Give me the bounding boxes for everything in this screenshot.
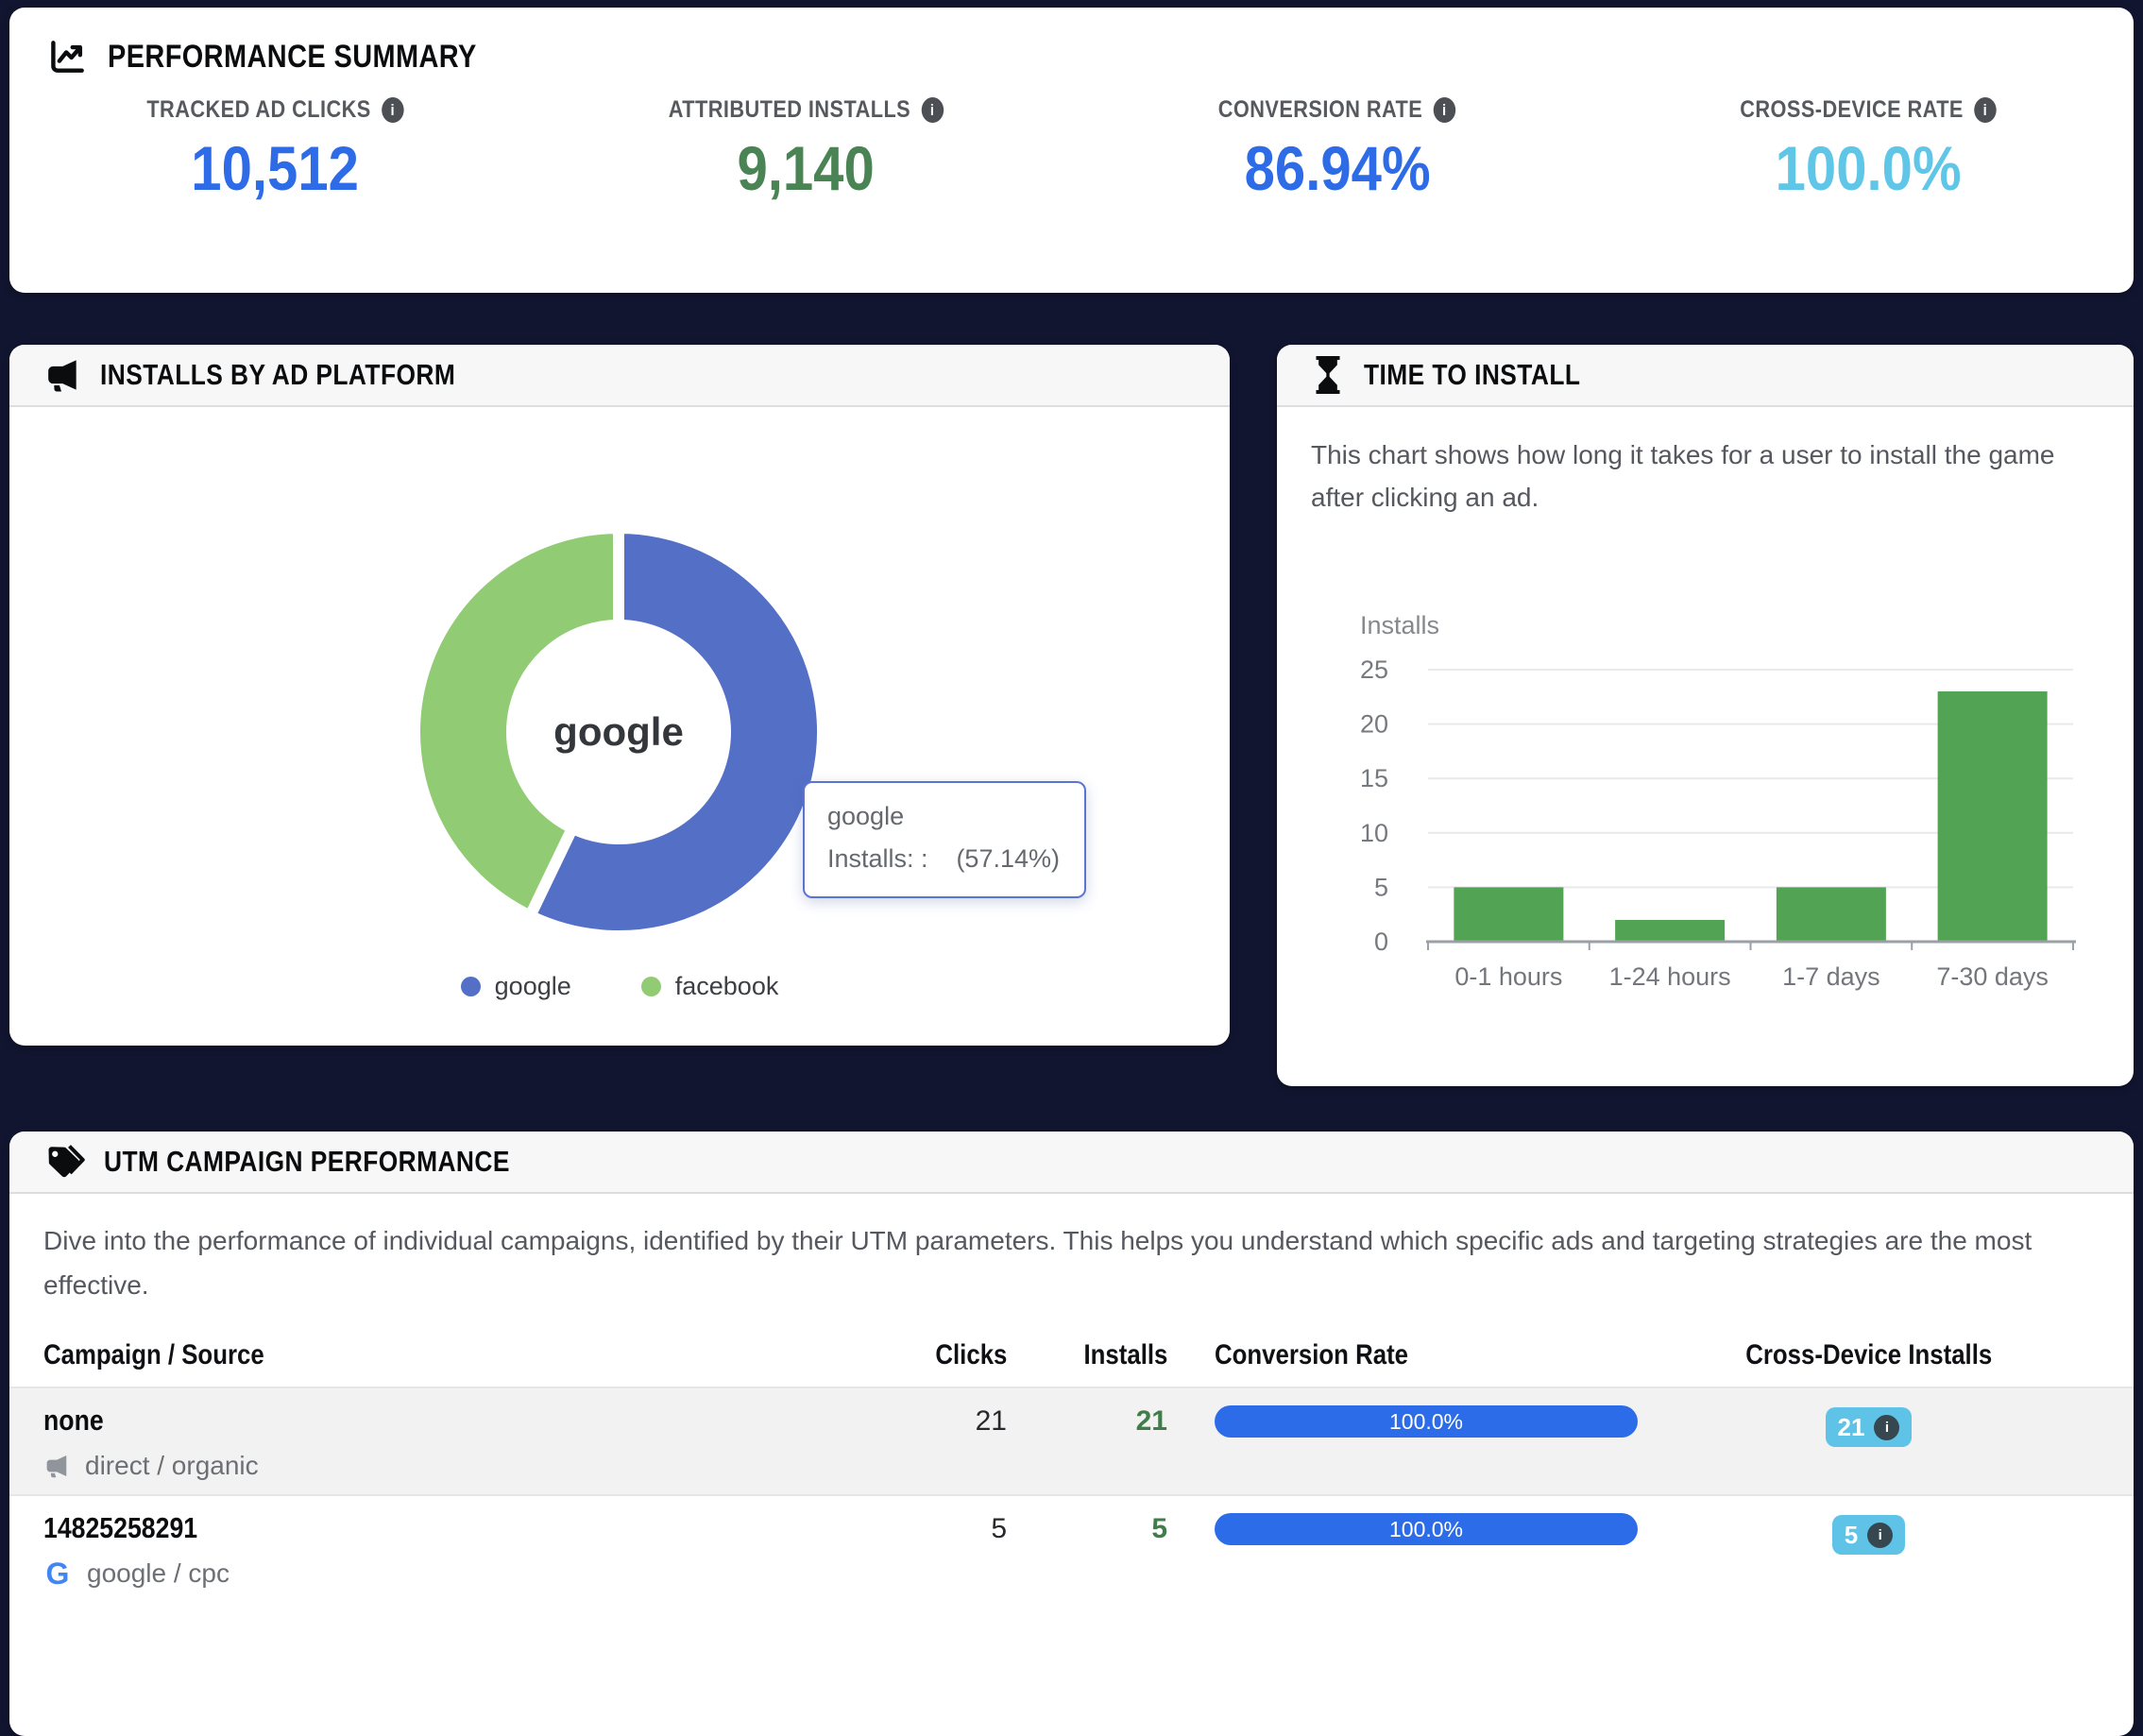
- metric-label: CONVERSION RATE: [1218, 96, 1423, 123]
- metric-value: 86.94%: [1244, 133, 1431, 203]
- cross-device-count: 21: [1837, 1412, 1865, 1441]
- bar-0-1-hours[interactable]: [1454, 887, 1564, 942]
- metric-label: CROSS-DEVICE RATE: [1740, 96, 1964, 123]
- chart-tooltip: google Installs: : (57.14%): [803, 781, 1086, 898]
- megaphone-icon: [43, 356, 81, 394]
- y-tick-label: 20: [1360, 710, 1388, 739]
- info-icon[interactable]: i: [1974, 97, 1997, 123]
- metric-value: 10,512: [191, 133, 359, 203]
- campaign-name: none: [43, 1404, 104, 1438]
- panel-title-utm-campaign-performance: UTM CAMPAIGN PERFORMANCE: [104, 1145, 510, 1178]
- metric-conversion-rate: CONVERSION RATE i 86.94%: [1072, 96, 1603, 199]
- legend-item-google[interactable]: google: [460, 972, 571, 1001]
- metric-cross-device-rate: CROSS-DEVICE RATE i 100.0%: [1603, 96, 2134, 199]
- legend-swatch-google: [460, 977, 481, 996]
- summary-metrics-row: TRACKED AD CLICKS i 10,512 ATTRIBUTED IN…: [9, 96, 2134, 199]
- tooltip-metric: Installs: :: [827, 844, 928, 873]
- x-tick-label: 7-30 days: [1936, 962, 2049, 991]
- installs-by-ad-platform-panel: INSTALLS BY AD PLATFORM google google In…: [9, 345, 1230, 1046]
- y-tick-label: 5: [1374, 873, 1388, 901]
- panel-title-installs-by-ad-platform: INSTALLS BY AD PLATFORM: [100, 358, 456, 391]
- info-icon[interactable]: i: [381, 97, 404, 123]
- info-icon[interactable]: i: [921, 97, 944, 123]
- time-to-install-description: This chart shows how long it takes for a…: [1311, 440, 2055, 513]
- x-tick-label: 0-1 hours: [1454, 962, 1562, 991]
- legend-swatch-facebook: [640, 977, 661, 996]
- conversion-rate-label: 100.0%: [1388, 1516, 1463, 1541]
- utm-campaign-performance-panel: UTM CAMPAIGN PERFORMANCE Dive into the p…: [9, 1132, 2134, 1736]
- bar-7-30-days[interactable]: [1937, 691, 2048, 942]
- campaign-source: direct / organic: [85, 1451, 259, 1481]
- header-cross-device-installs: Cross-Device Installs: [1744, 1339, 1992, 1371]
- header-conversion-rate: Conversion Rate: [1215, 1339, 1409, 1371]
- utm-description: Dive into the performance of individual …: [43, 1226, 2032, 1301]
- chart-line-icon: [47, 36, 89, 77]
- clicks-value: 5: [991, 1513, 1007, 1545]
- metric-value: 100.0%: [1775, 133, 1962, 203]
- donut-center-label: google: [553, 709, 684, 754]
- table-row-none: none direct / organic 21 21 100.0%: [9, 1387, 2134, 1495]
- google-icon: G: [45, 1557, 70, 1591]
- metric-value: 9,140: [737, 133, 876, 203]
- info-icon[interactable]: i: [1433, 97, 1456, 123]
- hourglass-icon: [1311, 356, 1345, 394]
- campaign-source: google / cpc: [87, 1558, 230, 1589]
- cross-device-count: 5: [1844, 1520, 1859, 1549]
- header-campaign-source: Campaign / Source: [43, 1339, 264, 1371]
- tooltip-percent: (57.14%): [956, 844, 1060, 873]
- y-tick-label: 25: [1360, 655, 1388, 684]
- campaign-name: 14825258291: [43, 1511, 198, 1545]
- donut-slice-facebook[interactable]: [408, 522, 624, 922]
- performance-summary-panel: PERFORMANCE SUMMARY TRACKED AD CLICKS i …: [9, 8, 2134, 293]
- installs-value: 5: [1151, 1513, 1167, 1545]
- x-tick-label: 1-7 days: [1782, 962, 1880, 991]
- clicks-value: 21: [975, 1405, 1007, 1438]
- metric-attributed-installs: ATTRIBUTED INSTALLS i 9,140: [540, 96, 1071, 199]
- time-to-install-bar-chart[interactable]: Installs 0 5 10 15 20 25 0-1 hours 1-24 hours 1-7…: [1277, 562, 2134, 1053]
- table-row-14825258291: 14825258291 G google / cpc 5 5 100.0% 5 …: [9, 1494, 2134, 1602]
- x-tick-label: 1-24 hours: [1609, 962, 1731, 991]
- utm-table-header: Campaign / Source Clicks Installs Conver…: [43, 1339, 2100, 1387]
- donut-slice-google[interactable]: [524, 522, 828, 942]
- donut-legend: google facebook: [9, 972, 1230, 1001]
- y-tick-label: 10: [1360, 819, 1388, 847]
- conversion-rate-bar: 100.0%: [1215, 1513, 1638, 1546]
- conversion-rate-bar: 100.0%: [1215, 1405, 1638, 1438]
- megaphone-icon: [43, 1453, 70, 1479]
- tooltip-series-name: google: [827, 802, 905, 830]
- bar-1-7-days[interactable]: [1776, 887, 1886, 942]
- header-installs: Installs: [1083, 1339, 1167, 1371]
- metric-label: ATTRIBUTED INSTALLS: [668, 96, 911, 123]
- panel-title-performance-summary: PERFORMANCE SUMMARY: [108, 38, 477, 75]
- installs-value: 21: [1135, 1405, 1167, 1438]
- tag-icon: [43, 1143, 85, 1181]
- metric-label: TRACKED AD CLICKS: [146, 96, 371, 123]
- header-clicks: Clicks: [934, 1339, 1007, 1371]
- time-to-install-panel: TIME TO INSTALL This chart shows how lon…: [1277, 345, 2134, 1086]
- info-icon[interactable]: i: [1874, 1414, 1900, 1440]
- y-tick-label: 0: [1374, 928, 1388, 956]
- installs-by-platform-donut-chart[interactable]: [9, 407, 1230, 1044]
- conversion-rate-label: 100.0%: [1388, 1408, 1463, 1434]
- y-axis-label: Installs: [1360, 611, 1439, 639]
- legend-item-facebook[interactable]: facebook: [640, 972, 778, 1001]
- cross-device-badge[interactable]: 5 i: [1831, 1515, 1906, 1556]
- panel-title-time-to-install: TIME TO INSTALL: [1364, 358, 1581, 391]
- cross-device-badge[interactable]: 21 i: [1825, 1407, 1913, 1448]
- metric-tracked-ad-clicks: TRACKED AD CLICKS i 10,512: [9, 96, 540, 199]
- info-icon[interactable]: i: [1867, 1522, 1894, 1548]
- y-tick-label: 15: [1360, 764, 1388, 792]
- bar-1-24-hours[interactable]: [1615, 919, 1726, 942]
